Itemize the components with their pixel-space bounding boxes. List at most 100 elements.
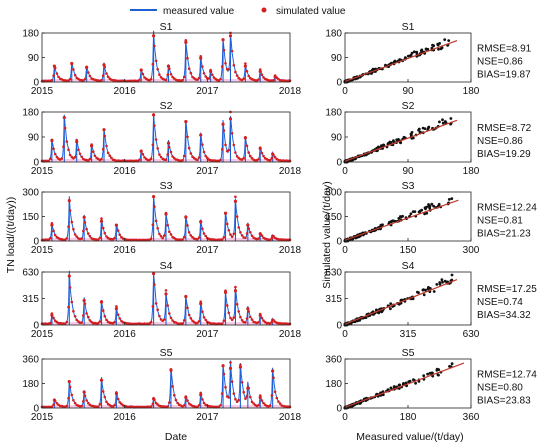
simulated-point bbox=[168, 312, 171, 315]
scatter-point bbox=[399, 215, 402, 218]
simulated-peak-12 bbox=[258, 232, 262, 236]
simulated-point bbox=[101, 390, 105, 393]
scatter-point bbox=[427, 125, 431, 129]
simulated-point bbox=[85, 399, 88, 402]
simulated-peak-3 bbox=[99, 378, 104, 382]
simulated-point bbox=[196, 321, 199, 325]
simulated-point bbox=[73, 233, 77, 236]
simulated-point bbox=[87, 315, 90, 319]
scatter-point bbox=[423, 212, 426, 216]
simulated-peak-4 bbox=[102, 128, 106, 132]
sc-ytick-label: 0 bbox=[336, 404, 342, 415]
simulated-point bbox=[272, 376, 275, 380]
ts-ytick-label: 180 bbox=[22, 29, 39, 40]
scatter-point bbox=[412, 50, 416, 54]
simulated-point bbox=[247, 227, 250, 230]
scatter-point bbox=[441, 121, 445, 125]
simulated-point bbox=[149, 77, 153, 81]
bias-stat: BIAS=34.32 bbox=[477, 310, 531, 321]
simulated-peak-0 bbox=[52, 64, 57, 68]
ts-ytick-label: 630 bbox=[22, 268, 39, 279]
ts-xtick-label: 2015 bbox=[31, 329, 54, 340]
simulated-point bbox=[52, 403, 55, 407]
simulated-point bbox=[257, 157, 260, 161]
simulated-peak-6 bbox=[164, 292, 168, 296]
scatter-point bbox=[437, 373, 440, 377]
measured-series bbox=[41, 30, 291, 82]
scatter-point bbox=[435, 283, 439, 286]
simulated-point bbox=[187, 146, 191, 150]
scatter-point bbox=[430, 202, 434, 206]
scatter-point bbox=[404, 381, 408, 385]
nse-stat: NSE=0.81 bbox=[477, 216, 523, 227]
rmse-stat: RMSE=12.24 bbox=[477, 203, 537, 214]
simulated-point bbox=[227, 396, 231, 399]
simulated-point bbox=[118, 233, 121, 237]
simulated-point bbox=[83, 77, 87, 81]
ts-xtick-label: 2018 bbox=[279, 412, 302, 423]
scatter-point bbox=[450, 362, 454, 366]
simulated-point bbox=[67, 225, 70, 228]
simulated-point bbox=[204, 75, 207, 78]
simulated-point bbox=[211, 73, 214, 77]
ts-xlabel: Date bbox=[165, 431, 187, 443]
simulated-point bbox=[166, 73, 169, 76]
sc-xtick-label: 315 bbox=[400, 329, 417, 340]
simulated-point bbox=[49, 321, 52, 325]
ts-ytick-label: 90 bbox=[28, 133, 40, 144]
simulated-point bbox=[153, 205, 156, 208]
bias-stat: BIAS=21.23 bbox=[477, 229, 531, 240]
simulated-point bbox=[227, 68, 231, 71]
scatter-point bbox=[443, 38, 447, 41]
ts-panel-S2: 0 90 180 2015 2016 2017 2018 S2 bbox=[22, 100, 301, 177]
scatter-point bbox=[440, 278, 444, 282]
simulated-point bbox=[75, 235, 78, 238]
simulated-point bbox=[73, 315, 77, 318]
sc-ytick-label: 315 bbox=[325, 294, 342, 305]
simulated-point bbox=[87, 401, 90, 405]
simulated-point bbox=[163, 234, 166, 237]
simulated-point bbox=[186, 224, 189, 227]
simulated-point bbox=[49, 157, 52, 161]
simulated-peak-1 bbox=[62, 115, 66, 120]
simulated-point bbox=[50, 79, 54, 82]
simulated-peak-3 bbox=[99, 300, 104, 304]
scatter-point bbox=[426, 372, 429, 376]
scatter-point bbox=[401, 214, 404, 218]
simulated-point bbox=[219, 403, 222, 407]
simulated-point bbox=[169, 73, 173, 76]
simulated-peak-14 bbox=[271, 152, 275, 156]
simulated-point bbox=[189, 234, 193, 237]
scatter-point bbox=[411, 297, 415, 301]
ts-panel-title: S2 bbox=[160, 100, 173, 112]
simulated-point bbox=[222, 236, 226, 239]
scatter-point bbox=[415, 50, 419, 54]
simulated-peak-4 bbox=[139, 68, 143, 72]
simulated-peak-0 bbox=[50, 138, 54, 143]
simulated-point bbox=[108, 154, 112, 157]
simulated-peak-1 bbox=[70, 61, 74, 66]
simulated-point bbox=[230, 49, 234, 53]
simulated-peak-9 bbox=[209, 69, 213, 74]
simulated-point bbox=[244, 236, 247, 240]
simulated-peak-5 bbox=[152, 195, 156, 199]
simulated-point bbox=[204, 154, 207, 158]
simulated-point bbox=[245, 317, 249, 320]
scatter-point bbox=[389, 386, 393, 390]
scatter-point bbox=[382, 143, 385, 147]
simulated-point bbox=[207, 77, 211, 80]
simulated-point bbox=[237, 310, 240, 313]
simulated-point bbox=[222, 48, 226, 52]
scatter-point bbox=[375, 308, 378, 312]
simulated-point bbox=[189, 317, 193, 320]
simulated-peak-7 bbox=[184, 40, 188, 44]
simulated-point bbox=[100, 157, 103, 161]
scatter-panel-title: S5 bbox=[402, 347, 415, 359]
simulated-point bbox=[230, 318, 234, 322]
simulated-point bbox=[230, 132, 234, 135]
legend-measured-label: measured value bbox=[163, 6, 235, 17]
simulated-peak-11 bbox=[246, 223, 250, 227]
simulated-point bbox=[277, 400, 280, 403]
simulated-point bbox=[224, 386, 227, 389]
